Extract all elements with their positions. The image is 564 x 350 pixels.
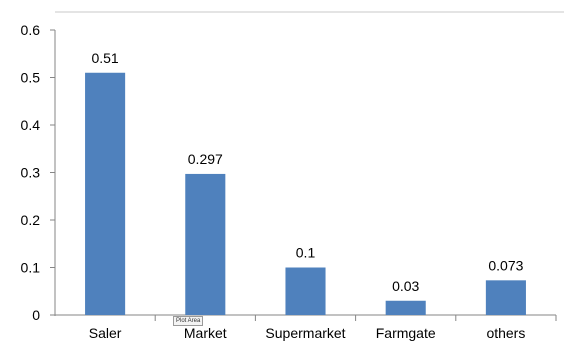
y-tick-label: 0.2 [21,212,41,228]
data-label: 0.297 [188,151,223,167]
bar-others [485,280,526,315]
plot-area-tooltip: Plot Area [173,316,204,326]
data-labels: 0.51 0.297 0.1 0.03 0.073 [91,50,523,294]
y-tick-label: 0.1 [21,260,41,276]
data-label: 0.03 [392,278,419,294]
y-tick-label: 0.6 [21,22,41,38]
category-label: Market [184,325,227,341]
y-tick-label: 0.4 [21,117,41,133]
x-axis-ticks [154,315,557,321]
bar-farmgate [385,300,426,315]
category-label: Saler [89,325,122,341]
y-tick-label: 0.5 [21,70,41,86]
category-labels: Saler Market Supermarket Farmgate others [89,325,526,341]
category-label: others [486,325,525,341]
bar-supermarket [285,267,326,315]
y-tick-label: 0.3 [21,165,41,181]
bar-saler [85,72,126,315]
y-axis-ticks: 0 0.1 0.2 0.3 0.4 0.5 0.6 [21,22,55,323]
bar-market [185,173,226,315]
y-tick-label: 0 [32,307,40,323]
data-label: 0.073 [488,257,523,273]
data-label: 0.51 [91,50,118,66]
category-label: Farmgate [376,325,436,341]
category-label: Supermarket [265,325,345,341]
data-label: 0.1 [296,245,316,261]
bar-series [85,72,526,315]
